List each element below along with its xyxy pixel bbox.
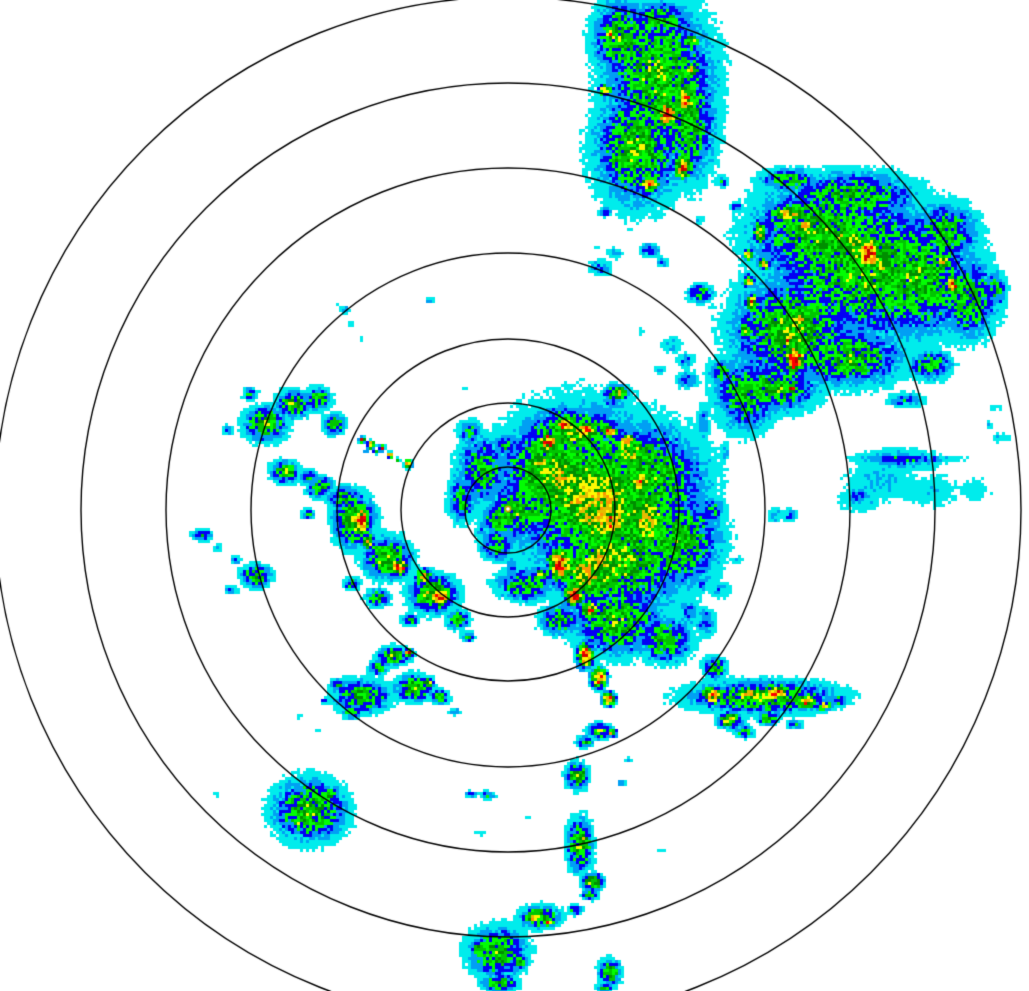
radar-display bbox=[0, 0, 1029, 991]
radar-reflectivity-canvas bbox=[0, 0, 1029, 991]
